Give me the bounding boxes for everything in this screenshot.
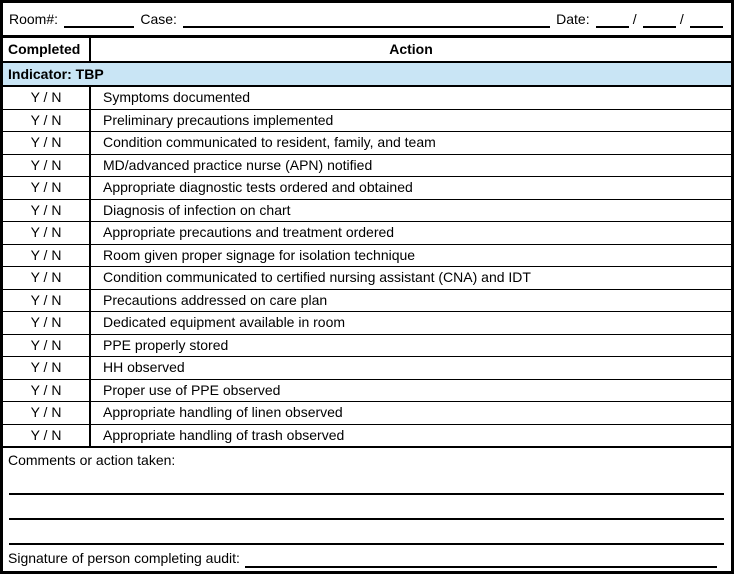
comment-input-line[interactable]	[9, 495, 724, 520]
yn-cell[interactable]: Y / N	[3, 402, 91, 424]
signature-label: Signature of person completing audit:	[8, 549, 240, 566]
action-cell: PPE properly stored	[103, 336, 229, 353]
yn-cell[interactable]: Y / N	[3, 357, 91, 379]
action-column-header: Action	[389, 41, 433, 57]
action-cell: Room given proper signage for isolation …	[103, 246, 416, 263]
action-cell: Proper use of PPE observed	[103, 381, 281, 398]
action-cell: Symptoms documented	[103, 89, 251, 105]
date-year-line[interactable]	[689, 11, 723, 28]
yn-cell[interactable]: Y / N	[3, 222, 91, 244]
table-row: Y / N Appropriate precautions and treatme…	[3, 222, 731, 245]
table-row: Y / N Appropriate diagnostic tests ordere…	[3, 177, 731, 200]
comment-lines	[8, 470, 725, 545]
table-row: Y / N Room given proper signage for isola…	[3, 244, 731, 267]
yn-cell[interactable]: Y / N	[3, 199, 91, 221]
form-header: Room#: Case: Date: / /	[3, 3, 731, 38]
yn-cell[interactable]: Y / N	[3, 267, 91, 289]
comments-section: Comments or action taken: Signature of p…	[3, 448, 731, 568]
action-cell: Preliminary precautions implemented	[103, 111, 334, 128]
action-cell: HH observed	[103, 359, 185, 375]
action-cell: MD/advanced practice nurse (APN) notifie…	[103, 156, 373, 173]
action-cell: Dedicated equipment available in room	[103, 314, 346, 330]
comments-label: Comments or action taken:	[8, 451, 176, 468]
table-row: Y / N Condition communicated to certified…	[3, 267, 731, 290]
checklist-rows: Y / N Symptoms documented Y / N Preliminary…	[3, 87, 731, 448]
yn-cell[interactable]: Y / N	[3, 154, 91, 176]
yn-cell[interactable]: Y / N	[3, 334, 91, 356]
room-input-line[interactable]	[64, 11, 135, 28]
action-cell: Appropriate diagnostic tests ordered and…	[103, 179, 413, 195]
action-cell: Appropriate handling of linen observed	[103, 404, 343, 420]
yn-cell[interactable]: Y / N	[3, 177, 91, 199]
yn-cell[interactable]: Y / N	[3, 132, 91, 154]
table-row: Y / N Appropriate handling of linen obser…	[3, 402, 731, 425]
signature-row: Signature of person completing audit:	[8, 546, 725, 568]
action-cell: Appropriate precautions and treatment or…	[103, 224, 395, 240]
yn-cell[interactable]: Y / N	[3, 87, 91, 109]
table-row: Y / N Precautions addressed on care plan	[3, 289, 731, 312]
table-header-row: Completed Action	[3, 38, 731, 63]
case-label: Case:	[140, 11, 177, 27]
table-row: Y / N MD/advanced practice nurse (APN) no…	[3, 154, 731, 177]
yn-cell[interactable]: Y / N	[3, 289, 91, 311]
comment-input-line[interactable]	[9, 470, 724, 495]
signature-input-line[interactable]	[244, 551, 717, 568]
action-cell: Diagnosis of infection on chart	[103, 201, 291, 218]
date-label: Date:	[556, 11, 590, 27]
case-input-line[interactable]	[182, 11, 551, 28]
date-slash: /	[632, 11, 637, 27]
action-cell: Condition communicated to certified nurs…	[103, 269, 531, 285]
action-cell: Precautions addressed on care plan	[103, 291, 328, 308]
table-row: Y / N Condition communicated to resident,…	[3, 132, 731, 155]
yn-cell[interactable]: Y / N	[3, 379, 91, 401]
completed-column-header: Completed	[3, 38, 91, 61]
yn-cell[interactable]: Y / N	[3, 109, 91, 131]
action-cell: Condition communicated to resident, fami…	[103, 134, 436, 150]
yn-cell[interactable]: Y / N	[3, 244, 91, 266]
comment-input-line[interactable]	[9, 520, 724, 545]
date-slash: /	[679, 11, 684, 27]
date-month-line[interactable]	[595, 11, 629, 28]
table-row: Y / N Preliminary precautions implemented	[3, 109, 731, 132]
table-row: Y / N Symptoms documented	[3, 87, 731, 110]
yn-cell[interactable]: Y / N	[3, 312, 91, 334]
indicator-band: Indicator: TBP	[3, 63, 731, 87]
action-cell: Appropriate handling of trash observed	[103, 426, 345, 443]
table-row: Y / N Proper use of PPE observed	[3, 379, 731, 402]
table-row: Y / N HH observed	[3, 357, 731, 380]
room-label: Room#:	[9, 11, 59, 27]
table-row: Y / N PPE properly stored	[3, 334, 731, 357]
table-row: Y / N Dedicated equipment available in ro…	[3, 312, 731, 335]
table-row: Y / N Diagnosis of infection on chart	[3, 199, 731, 222]
table-row: Y / N Appropriate handling of trash obser…	[3, 424, 731, 448]
date-day-line[interactable]	[642, 11, 676, 28]
yn-cell[interactable]: Y / N	[3, 424, 91, 446]
